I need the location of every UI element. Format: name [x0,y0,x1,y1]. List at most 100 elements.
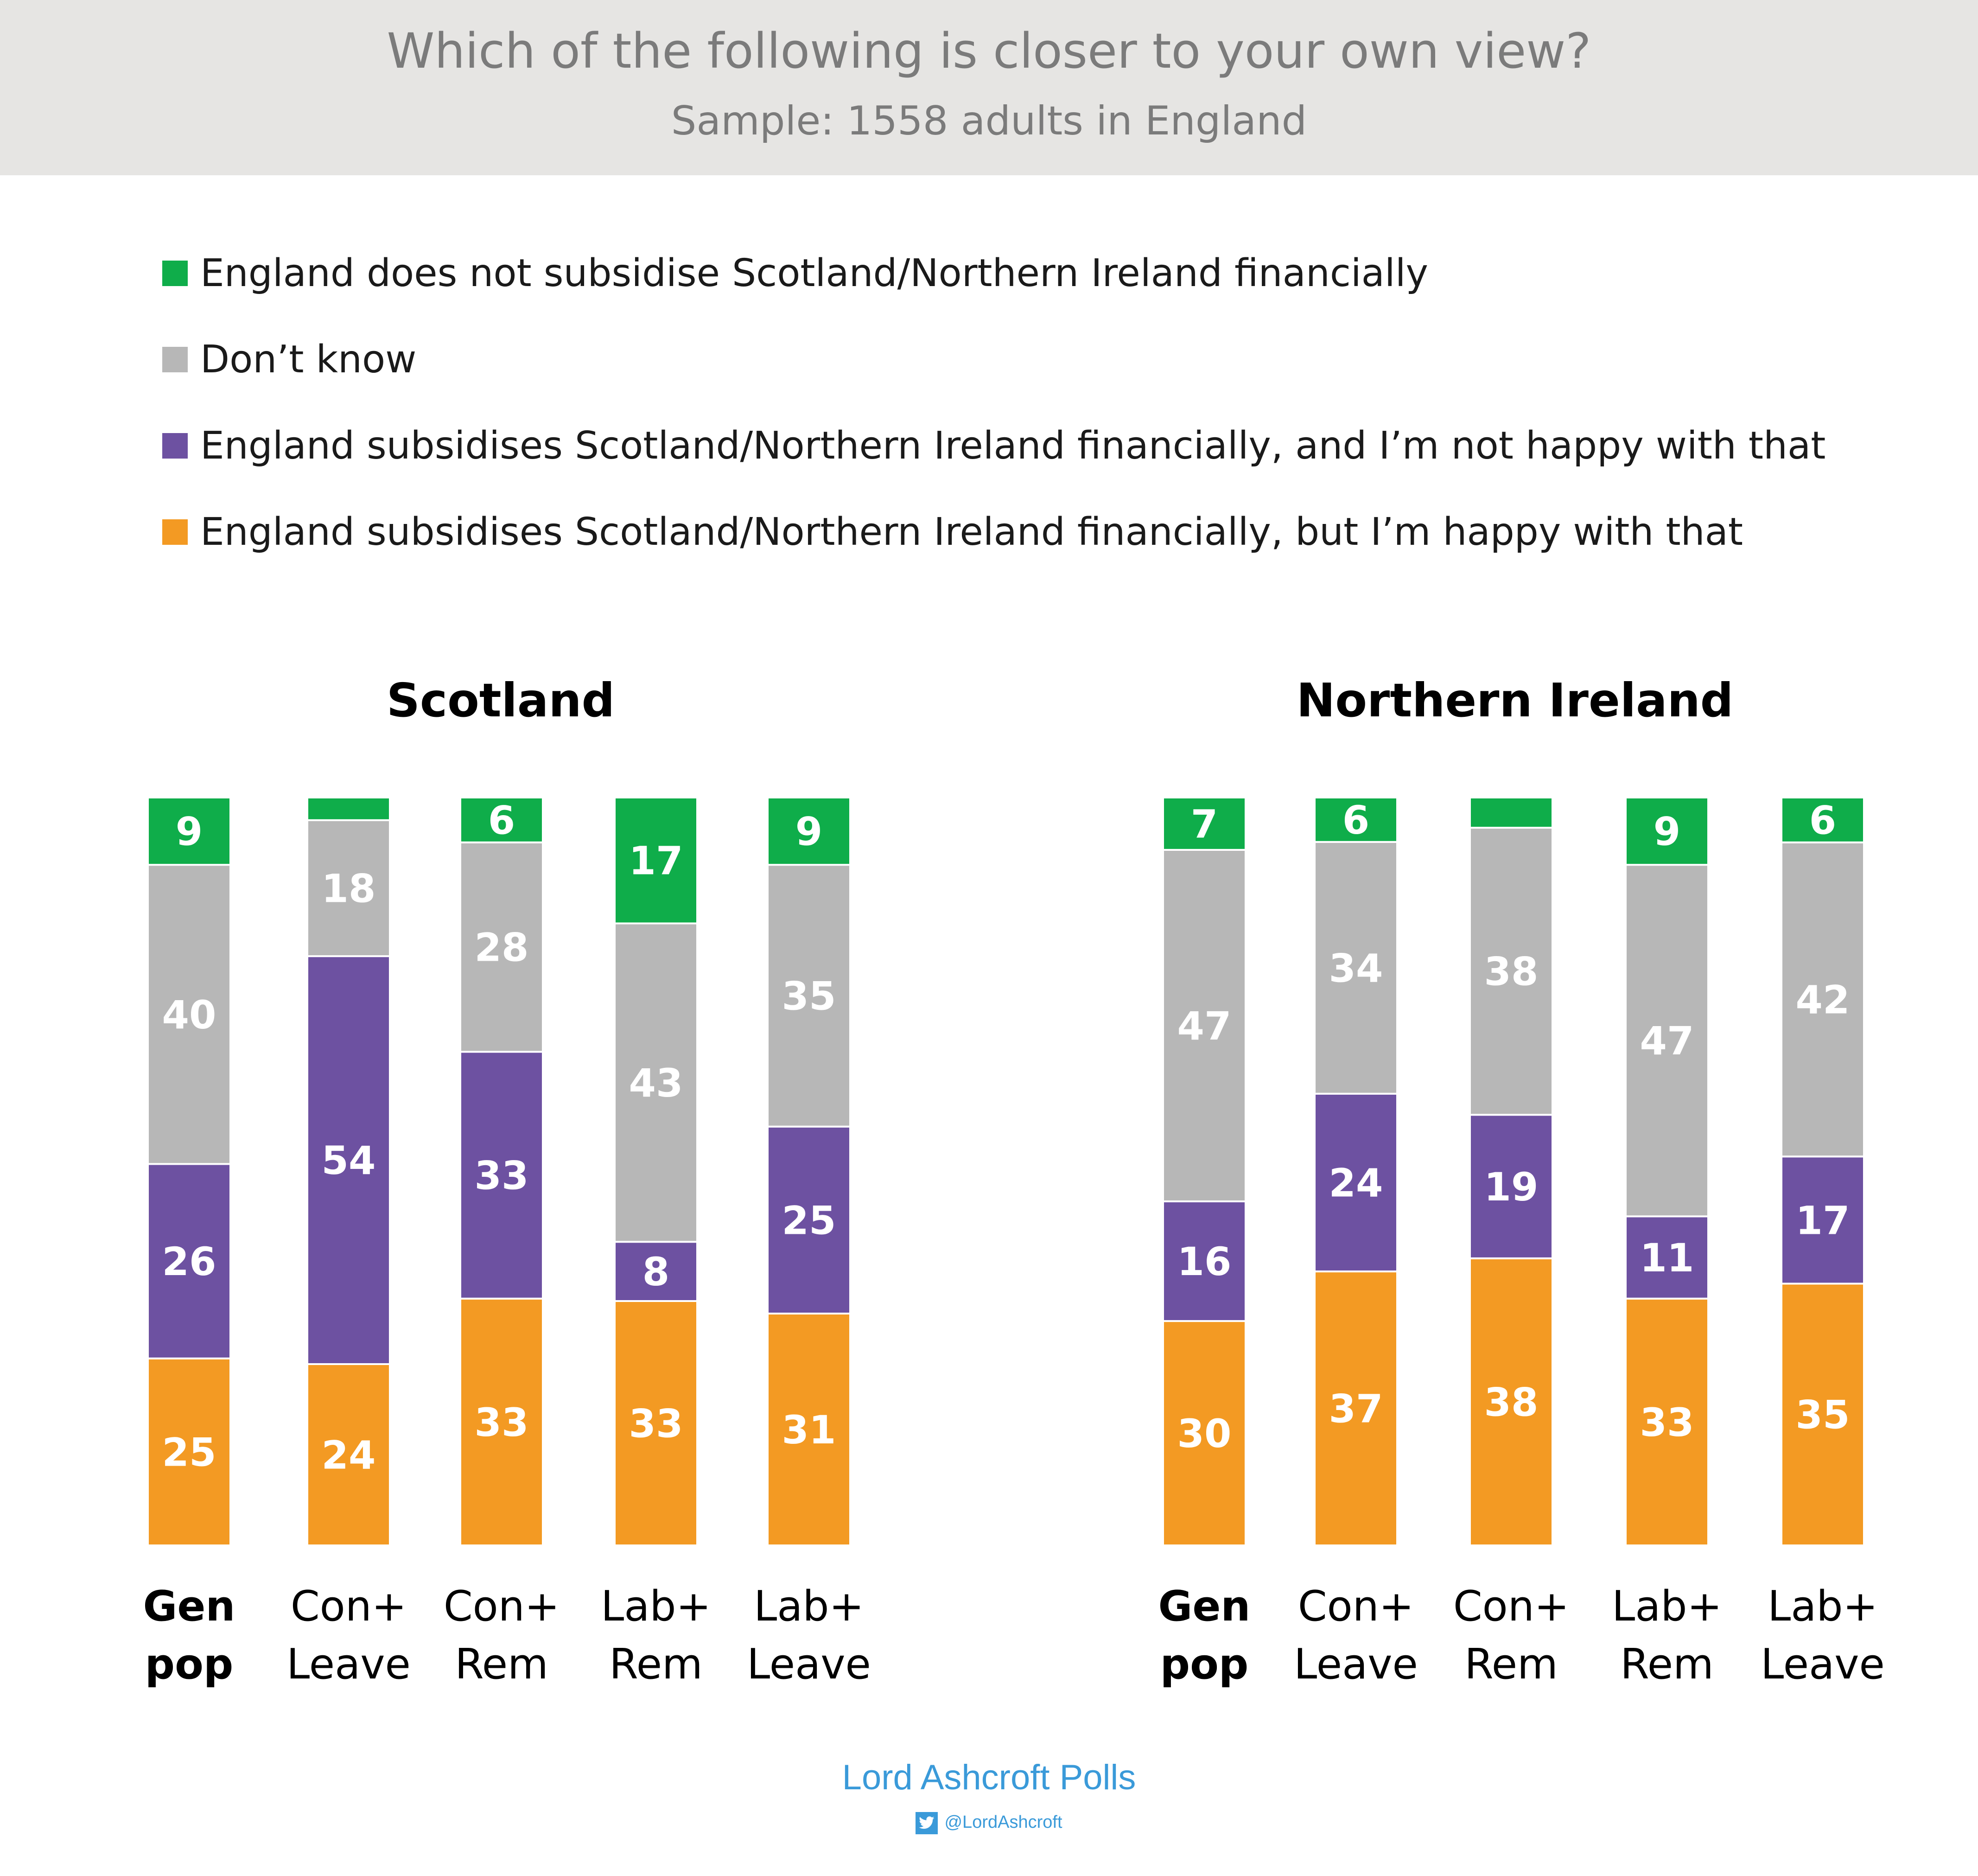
bar-segment [306,797,391,821]
data-label: 19 [1484,1164,1539,1210]
bar-segment [459,797,544,843]
legend-swatch [162,261,188,286]
data-label: 33 [1640,1400,1694,1445]
twitter-handle: @LordAshcroft [944,1812,1062,1832]
data-label: 17 [629,838,683,884]
chart-panel-1: Northern Ireland 30 16 47 7 Gen pop 37 24 34 6 Con+… [1158,673,1885,1689]
data-label: 47 [1177,1003,1232,1049]
legend-label: England subsidises Scotland/Northern Ire… [200,424,1826,468]
bar-segment [459,841,544,1053]
data-label: 33 [629,1401,683,1446]
bar-segment [1162,797,1247,851]
data-label: 35 [1796,1392,1850,1438]
category-label: Lab+ Leave [747,1582,871,1689]
bar-segment [767,1312,851,1546]
data-label: 9 [795,809,822,855]
bar-segment [614,1300,698,1546]
data-label: 24 [322,1432,376,1478]
bar-segment [1314,797,1398,843]
data-label: 28 [475,925,529,970]
category-label: Gen pop [1158,1582,1251,1689]
category-label: Gen pop [143,1582,235,1689]
bar-segment [1469,1257,1553,1546]
bar-segment [147,797,231,866]
footer-handle: @LordAshcroft [0,1812,1978,1834]
chart-panel-0: Scotland 25 26 40 9 Gen pop 24 54 18 Con+ Leave 33 33… [143,673,871,1689]
bar-segment [1314,1270,1398,1547]
legend-swatch [162,433,188,459]
bar-segment [767,864,851,1128]
data-label: 7 [1191,801,1218,847]
bar-segment [1469,797,1553,829]
data-label: 38 [1484,949,1539,995]
bar-segment [147,1357,231,1546]
bar-segment [1781,797,1865,843]
data-label: 47 [1640,1018,1694,1064]
data-label: 18 [322,866,376,912]
bar-segment [1781,1155,1865,1285]
data-label: 9 [176,809,203,855]
data-label: 34 [1329,945,1383,991]
category-label: Con+ Rem [1453,1582,1569,1689]
panel-title: Scotland [387,673,615,727]
data-label: 9 [1654,809,1680,855]
data-label: 30 [1177,1411,1232,1456]
bar-segment [767,1125,851,1314]
legend-label: England does not subsidise Scotland/Nort… [200,251,1429,295]
category-label: Con+ Leave [1294,1582,1418,1689]
data-label: 24 [1329,1160,1383,1206]
data-label: 16 [1177,1239,1232,1284]
bar-segment [459,1051,544,1300]
data-label: 8 [642,1249,669,1295]
category-label: Lab+ Rem [1612,1582,1722,1689]
legend-label: England subsidises Scotland/Northern Ire… [200,510,1743,554]
bar-segment [306,955,391,1365]
chart-subtitle: Sample: 1558 adults in England [671,98,1307,144]
bar-segment [1625,1297,1709,1546]
bar-segment [614,797,698,925]
bar-segment [1314,841,1398,1095]
legend-label: Don’t know [200,338,417,382]
panel-title: Northern Ireland [1297,673,1734,727]
category-label: Lab+ Leave [1761,1582,1885,1689]
data-label: 25 [162,1429,216,1475]
footer-brand: Lord Ashcroft Polls [842,1758,1136,1797]
category-label: Con+ Leave [286,1582,411,1689]
bar-segment [1162,849,1247,1203]
data-label: 43 [629,1060,683,1106]
data-label: 17 [1796,1198,1850,1243]
data-label: 6 [1342,798,1369,843]
bar-segment [306,819,391,957]
bar-segment [1625,797,1709,866]
bar-segment [1469,827,1553,1116]
category-label: Lab+ Rem [601,1582,711,1689]
data-label: 11 [1640,1235,1694,1281]
data-label: 40 [162,992,216,1038]
header-banner: Which of the following is closer to your… [0,0,1978,175]
data-label: 33 [475,1400,529,1445]
data-label: 54 [322,1138,376,1183]
bar-segment [306,1363,391,1547]
legend-swatch [162,347,188,372]
data-label: 6 [488,798,515,843]
data-label: 25 [782,1198,836,1243]
data-label: 42 [1796,977,1850,1023]
bar-segment [147,1163,231,1359]
category-label: Con+ Rem [444,1582,560,1689]
legend-swatch [162,519,188,545]
data-label: 35 [782,973,836,1019]
data-label: 38 [1484,1379,1539,1425]
data-label: 26 [162,1239,216,1284]
twitter-icon [916,1812,938,1834]
data-label: 31 [782,1407,836,1453]
data-label: 33 [475,1153,529,1199]
data-label: 6 [1809,798,1836,843]
bar-segment [614,922,698,1243]
bar-segment [459,1297,544,1546]
data-label: 37 [1329,1386,1383,1432]
bar-segment [1625,1215,1709,1300]
bar-segment [1781,841,1865,1158]
chart-title: Which of the following is closer to your… [387,23,1591,79]
bar-segment [147,864,231,1165]
